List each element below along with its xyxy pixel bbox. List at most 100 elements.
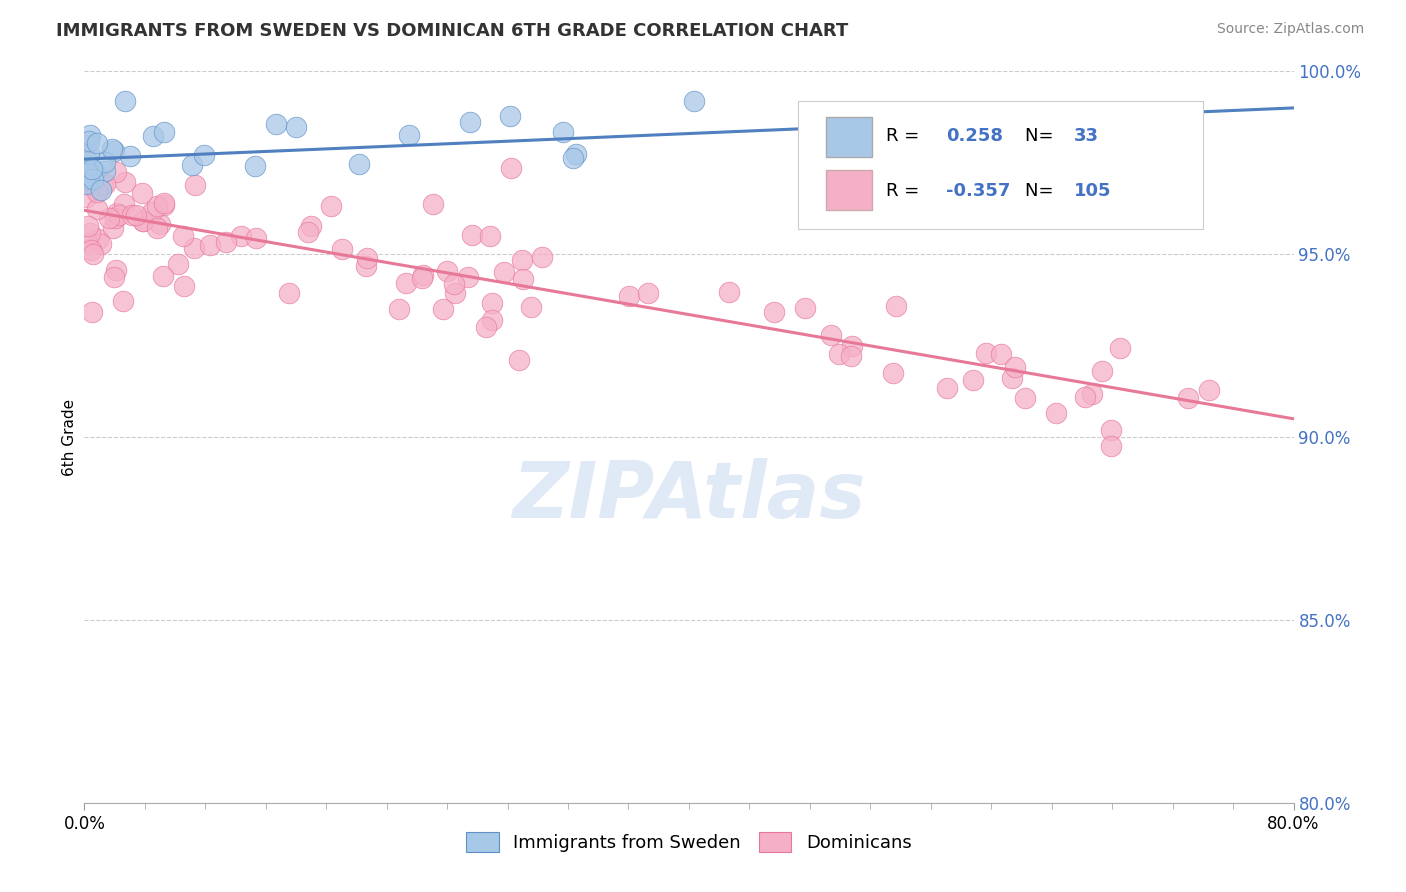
Legend: Immigrants from Sweden, Dominicans: Immigrants from Sweden, Dominicans — [458, 824, 920, 860]
Point — [481, 296, 503, 310]
Point — [962, 373, 984, 387]
Point — [683, 95, 706, 109]
Point — [121, 208, 143, 222]
Point — [75, 190, 97, 204]
Point — [1177, 391, 1199, 405]
Point — [79, 226, 101, 240]
Point — [86, 183, 108, 197]
Point — [101, 143, 124, 157]
Point — [1080, 387, 1102, 401]
Point — [299, 219, 322, 233]
Point — [479, 228, 502, 243]
Point — [77, 134, 100, 148]
Point — [460, 227, 482, 242]
Point — [444, 285, 467, 300]
Point — [457, 269, 479, 284]
Point — [565, 147, 588, 161]
Point — [86, 136, 108, 150]
Point — [820, 328, 842, 343]
Point — [481, 313, 503, 327]
Point — [125, 208, 148, 222]
Point — [412, 268, 434, 282]
Point — [98, 211, 121, 225]
Text: ZIPAtlas: ZIPAtlas — [512, 458, 866, 533]
Point — [1045, 405, 1067, 419]
Point — [93, 178, 115, 192]
Point — [180, 158, 202, 172]
Point — [82, 246, 104, 260]
Point — [103, 269, 125, 284]
Point — [173, 279, 195, 293]
Point — [422, 197, 444, 211]
Point — [141, 204, 163, 219]
Point — [330, 242, 353, 256]
Point — [200, 238, 222, 252]
Text: R =: R = — [886, 182, 925, 200]
Point — [77, 155, 100, 169]
Point — [319, 199, 342, 213]
Point — [297, 225, 319, 239]
Point — [245, 231, 267, 245]
Point — [432, 302, 454, 317]
Point — [82, 305, 104, 319]
Point — [82, 172, 104, 186]
Point — [884, 299, 907, 313]
Point — [193, 148, 215, 162]
Point — [499, 161, 522, 175]
Point — [172, 229, 194, 244]
Point — [398, 128, 420, 143]
Point — [101, 221, 124, 235]
Y-axis label: 6th Grade: 6th Grade — [62, 399, 77, 475]
Point — [990, 347, 1012, 361]
Text: N=: N= — [1025, 128, 1059, 145]
Point — [1004, 359, 1026, 374]
Point — [76, 162, 98, 177]
Point — [828, 347, 851, 361]
Point — [718, 285, 741, 299]
Point — [1001, 370, 1024, 384]
Point — [520, 301, 543, 315]
Point — [841, 339, 863, 353]
Point — [388, 301, 411, 316]
Point — [76, 176, 98, 190]
Point — [86, 202, 108, 216]
Point — [90, 237, 112, 252]
Point — [132, 214, 155, 228]
Point — [77, 147, 100, 161]
Point — [79, 128, 101, 142]
Point — [183, 241, 205, 255]
Point — [152, 125, 174, 139]
Point — [75, 137, 97, 152]
Point — [1109, 341, 1132, 355]
Point — [111, 293, 134, 308]
Point — [112, 197, 135, 211]
Point — [114, 175, 136, 189]
Text: -0.357: -0.357 — [946, 182, 1011, 200]
Text: IMMIGRANTS FROM SWEDEN VS DOMINICAN 6TH GRADE CORRELATION CHART: IMMIGRANTS FROM SWEDEN VS DOMINICAN 6TH … — [56, 22, 848, 40]
Point — [76, 235, 98, 250]
Point — [76, 219, 98, 234]
Point — [499, 109, 522, 123]
Point — [86, 185, 108, 199]
Point — [763, 305, 786, 319]
Point — [1073, 390, 1095, 404]
Point — [152, 268, 174, 283]
Point — [356, 251, 378, 265]
Point — [107, 208, 129, 222]
Point — [105, 206, 128, 220]
Point — [94, 155, 117, 169]
Point — [146, 199, 169, 213]
Point — [974, 346, 997, 360]
Point — [395, 276, 418, 290]
Point — [75, 178, 97, 192]
Point — [1099, 423, 1122, 437]
Point — [243, 159, 266, 173]
Text: R =: R = — [886, 128, 925, 145]
Text: 105: 105 — [1073, 182, 1111, 200]
Point — [149, 217, 172, 231]
Point — [510, 253, 533, 268]
Point — [104, 164, 127, 178]
Point — [1099, 438, 1122, 452]
Point — [637, 285, 659, 300]
Point — [354, 259, 377, 273]
